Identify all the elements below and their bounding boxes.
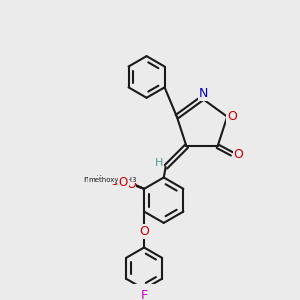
Text: O: O xyxy=(109,175,119,188)
Text: O: O xyxy=(126,178,136,190)
Text: O: O xyxy=(233,148,243,161)
Text: methoxy_CH3: methoxy_CH3 xyxy=(88,176,137,183)
Text: O: O xyxy=(119,176,128,189)
Text: O: O xyxy=(227,110,237,123)
Text: O: O xyxy=(139,225,149,238)
Text: methoxy: methoxy xyxy=(83,175,120,184)
Text: N: N xyxy=(198,87,208,100)
Text: F: F xyxy=(140,289,148,300)
Text: H: H xyxy=(155,158,163,168)
